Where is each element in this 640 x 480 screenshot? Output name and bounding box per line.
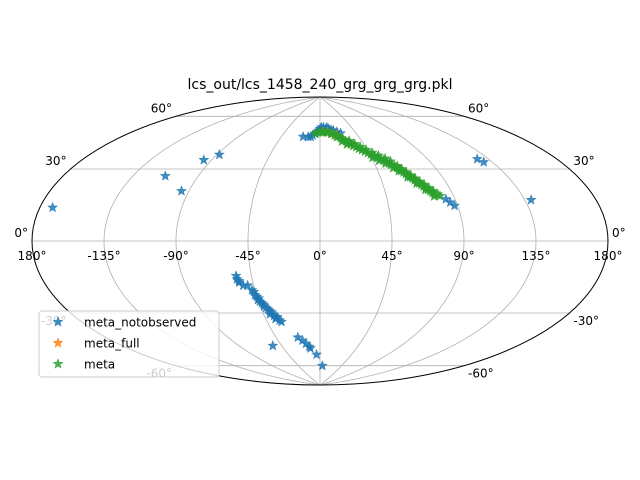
data-point [159,170,171,181]
legend-box [38,310,220,378]
data-point [354,141,366,152]
data-point [264,308,276,319]
tick-labels: 180° -135° -90° -45° 0° 45° 90° 135° 180° 60° 60° 3… [14,101,625,380]
scatter-points [47,121,537,371]
meridian-line [319,96,465,386]
data-point [360,144,372,155]
data-point [411,177,423,189]
data-point [449,199,461,211]
x-tick-label: -90° [163,249,189,263]
data-point [478,156,490,167]
data-point [471,153,483,164]
y-tick-label-left: 30° [45,154,66,168]
meridian-line [247,96,321,386]
data-point [270,313,281,324]
data-point [343,135,355,146]
x-tick-label: 45° [381,249,402,263]
legend-marker [52,358,64,369]
y-tick-label-left: 0° [14,226,28,240]
chart-title: lcs_out/lcs_1458_240_grg_grg_grg.pkl [188,77,453,93]
x-tick-label: 180° [18,249,47,263]
y-tick-label-right: -30° [573,314,599,328]
x-tick-label: -135° [87,249,120,263]
data-point [292,331,304,343]
meridian-line [319,96,393,386]
x-tick-label: 180° [594,249,623,263]
x-tick-label: 0° [313,249,327,263]
data-point [525,194,537,205]
meridian-line [175,96,321,386]
data-point [380,157,392,169]
data-point [428,190,440,201]
data-point [418,178,430,190]
y-tick-label-right: 60° [468,101,489,115]
legend-marker [52,337,64,348]
legend-label: meta_full [84,337,140,351]
data-point [393,165,405,176]
data-point [434,190,446,201]
y-tick-label-right: 0° [612,226,626,240]
legend-marker [52,316,64,327]
data-point [198,154,210,165]
legend-label: meta [84,358,115,372]
data-point [419,184,431,195]
data-point [367,151,379,163]
y-tick-label-right: -60° [468,367,494,381]
data-point [175,185,187,196]
meridian-line [319,96,537,386]
series-meta [309,126,446,201]
projection-frame [31,96,609,386]
data-point [253,292,265,303]
y-tick-label-right: 30° [573,154,594,168]
data-point [387,162,399,173]
data-point [258,298,270,310]
data-point [267,339,279,351]
data-point [47,201,59,213]
y-tick-label-left: 60° [151,101,172,115]
data-point [316,360,328,371]
data-point [311,348,323,360]
data-point [373,154,385,166]
data-point [385,155,397,167]
data-point [349,138,361,149]
data-point [213,148,225,160]
data-point [304,342,316,353]
data-point [402,171,414,182]
x-tick-label: 135° [522,249,551,263]
x-tick-label: -45° [235,249,261,263]
legend-label: meta_notobserved [84,316,196,330]
data-point [242,279,254,291]
x-tick-label: 90° [453,249,474,263]
